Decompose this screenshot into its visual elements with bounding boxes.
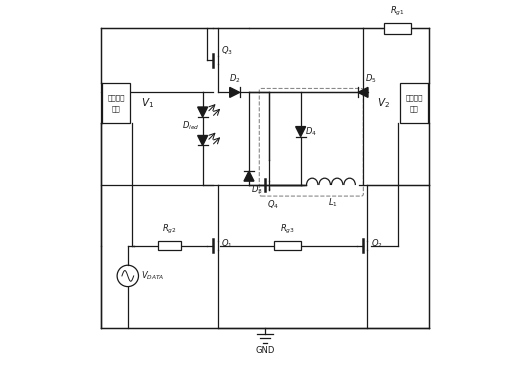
Text: $D_4$: $D_4$ [305, 125, 317, 138]
Text: $D_3$: $D_3$ [251, 184, 262, 197]
FancyBboxPatch shape [384, 23, 411, 34]
Text: $L_1$: $L_1$ [328, 197, 338, 209]
Text: GND: GND [255, 346, 275, 355]
Polygon shape [198, 107, 208, 117]
Text: $R_{g1}$: $R_{g1}$ [391, 5, 405, 18]
Text: $V_{DATA}$: $V_{DATA}$ [142, 270, 165, 282]
Text: $V_1$: $V_1$ [142, 96, 154, 110]
Text: $D_2$: $D_2$ [229, 72, 241, 85]
Polygon shape [296, 127, 306, 137]
Text: $Q_1$: $Q_1$ [222, 238, 233, 250]
Polygon shape [229, 87, 240, 97]
Text: 电源: 电源 [410, 105, 418, 112]
Polygon shape [198, 135, 208, 145]
Text: $R_{g3}$: $R_{g3}$ [280, 223, 295, 236]
FancyBboxPatch shape [102, 83, 130, 123]
Text: $D_{led}$: $D_{led}$ [182, 120, 200, 132]
Text: $R_{g2}$: $R_{g2}$ [162, 223, 177, 236]
Text: $Q_2$: $Q_2$ [371, 238, 383, 250]
FancyBboxPatch shape [273, 241, 301, 250]
Polygon shape [244, 171, 254, 181]
Text: $Q_3$: $Q_3$ [222, 44, 233, 57]
Text: 电源: 电源 [112, 105, 120, 112]
Polygon shape [358, 87, 368, 97]
Text: 第二驱动: 第二驱动 [405, 95, 423, 101]
FancyBboxPatch shape [158, 241, 181, 250]
FancyBboxPatch shape [400, 83, 428, 123]
Text: 第一驱动: 第一驱动 [107, 95, 125, 101]
Text: $D_5$: $D_5$ [365, 72, 376, 85]
Text: $Q_4$: $Q_4$ [267, 199, 279, 211]
Text: $V_2$: $V_2$ [377, 96, 391, 110]
